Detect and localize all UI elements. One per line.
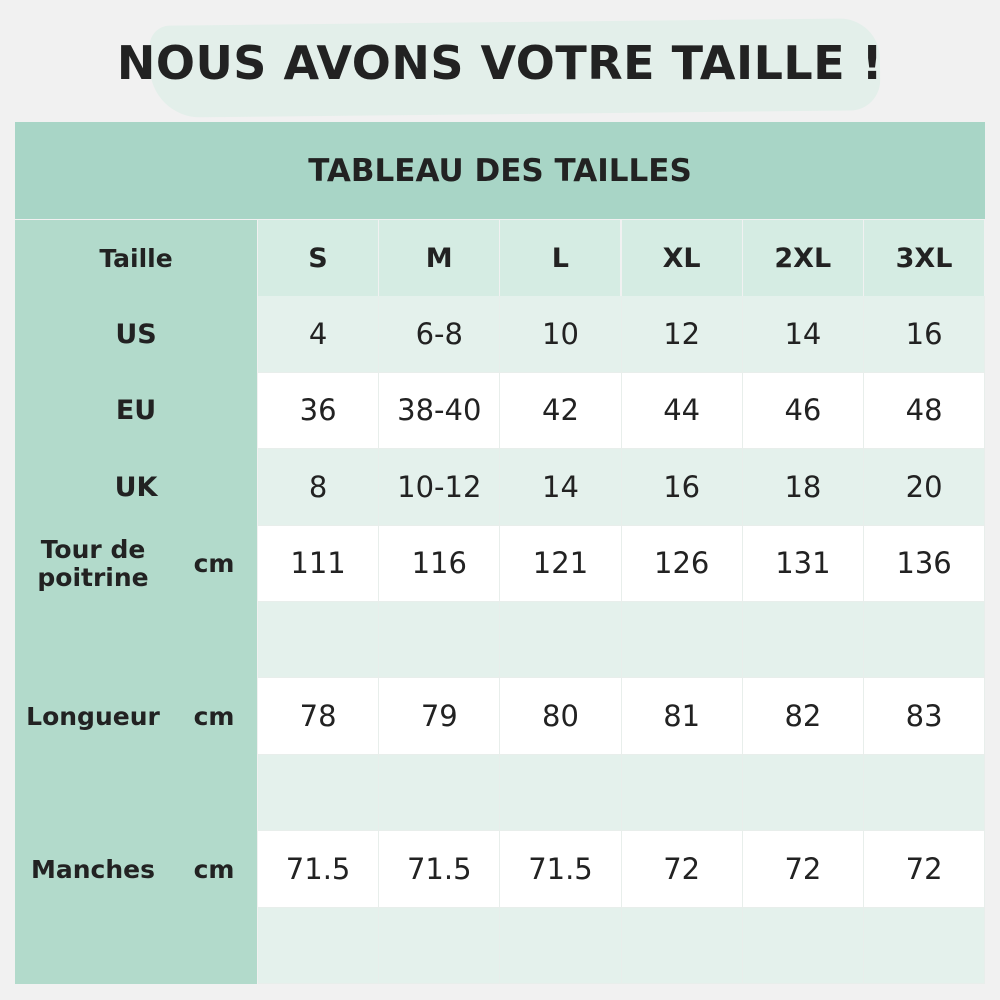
value-cell: 72 bbox=[864, 831, 986, 908]
empty-cell bbox=[500, 754, 622, 832]
row-label: US bbox=[115, 319, 157, 351]
value-cell: 44 bbox=[621, 372, 743, 450]
unit-label: cm bbox=[193, 702, 235, 732]
value-cell: 14 bbox=[742, 296, 864, 373]
size-table: TABLEAU DES TAILLES Taille S M L XL 2XL 3XL US 4… bbox=[15, 122, 986, 985]
label-column bbox=[15, 678, 257, 832]
value-cell: 111 bbox=[258, 525, 380, 602]
column-header: L bbox=[500, 220, 621, 297]
label-column bbox=[15, 296, 257, 373]
value-cell: 38-40 bbox=[379, 372, 501, 450]
value-cell: 82 bbox=[742, 678, 864, 755]
value-cell: 126 bbox=[621, 525, 743, 602]
empty-cell bbox=[500, 907, 622, 984]
value-cell: 6-8 bbox=[379, 296, 501, 373]
value-cell: 18 bbox=[742, 449, 864, 526]
value-cell: 46 bbox=[742, 372, 864, 450]
label-column bbox=[15, 831, 257, 984]
label-column bbox=[15, 372, 257, 450]
value-cell: 16 bbox=[621, 449, 743, 526]
empty-cell bbox=[379, 602, 501, 679]
label-column bbox=[15, 525, 257, 679]
value-cell: 79 bbox=[379, 678, 501, 755]
value-cell: 48 bbox=[864, 372, 986, 450]
column-header: 3XL bbox=[864, 220, 984, 297]
row-label: UK bbox=[114, 471, 158, 503]
empty-cell bbox=[258, 754, 380, 832]
value-cell: 83 bbox=[864, 678, 986, 755]
empty-cell bbox=[258, 907, 380, 984]
empty-cell bbox=[621, 602, 743, 679]
page-title: NOUS AVONS VOTRE TAILLE ! bbox=[116, 36, 884, 90]
row-label: EU bbox=[115, 395, 157, 427]
value-cell: 12 bbox=[621, 296, 743, 373]
value-cell: 71.5 bbox=[258, 831, 380, 908]
column-header: S bbox=[258, 220, 378, 297]
table-title: TABLEAU DES TAILLES bbox=[15, 122, 985, 219]
value-cell: 20 bbox=[864, 449, 986, 526]
empty-cell bbox=[621, 907, 743, 984]
value-cell: 80 bbox=[500, 678, 622, 755]
column-header: M bbox=[379, 220, 500, 297]
value-cell: 42 bbox=[500, 372, 622, 450]
value-cell: 72 bbox=[621, 831, 743, 908]
empty-cell bbox=[500, 602, 622, 679]
column-header: XL bbox=[621, 220, 742, 297]
value-cell: 136 bbox=[864, 525, 986, 602]
empty-cell bbox=[379, 907, 501, 984]
value-cell: 36 bbox=[258, 372, 380, 450]
empty-cell bbox=[864, 602, 986, 679]
value-cell: 71.5 bbox=[379, 831, 501, 908]
unit-label: cm bbox=[193, 854, 235, 884]
row-label: Tour de poitrine bbox=[37, 535, 149, 592]
column-header: 2XL bbox=[742, 220, 863, 297]
empty-cell bbox=[379, 754, 501, 832]
value-cell: 72 bbox=[742, 831, 864, 908]
value-cell: 121 bbox=[500, 525, 622, 602]
value-cell: 71.5 bbox=[500, 831, 622, 908]
value-cell: 116 bbox=[379, 525, 501, 602]
row-label: Longueur bbox=[26, 701, 160, 731]
value-cell: 14 bbox=[500, 449, 622, 526]
empty-cell bbox=[864, 754, 986, 832]
column-header: Taille bbox=[15, 220, 257, 297]
value-cell: 16 bbox=[864, 296, 986, 373]
unit-label: cm bbox=[193, 549, 235, 579]
value-cell: 10 bbox=[500, 296, 622, 373]
empty-cell bbox=[742, 602, 864, 679]
empty-cell bbox=[864, 907, 986, 984]
value-cell: 4 bbox=[258, 296, 380, 373]
row-label: Manches bbox=[31, 854, 155, 884]
value-cell: 8 bbox=[258, 449, 380, 526]
empty-cell bbox=[258, 602, 380, 679]
value-cell: 10-12 bbox=[379, 449, 501, 526]
empty-cell bbox=[742, 907, 864, 984]
value-cell: 131 bbox=[742, 525, 864, 602]
value-cell: 81 bbox=[621, 678, 743, 755]
value-cell: 78 bbox=[258, 678, 380, 755]
empty-cell bbox=[742, 754, 864, 832]
label-column bbox=[15, 449, 257, 526]
empty-cell bbox=[621, 754, 743, 832]
